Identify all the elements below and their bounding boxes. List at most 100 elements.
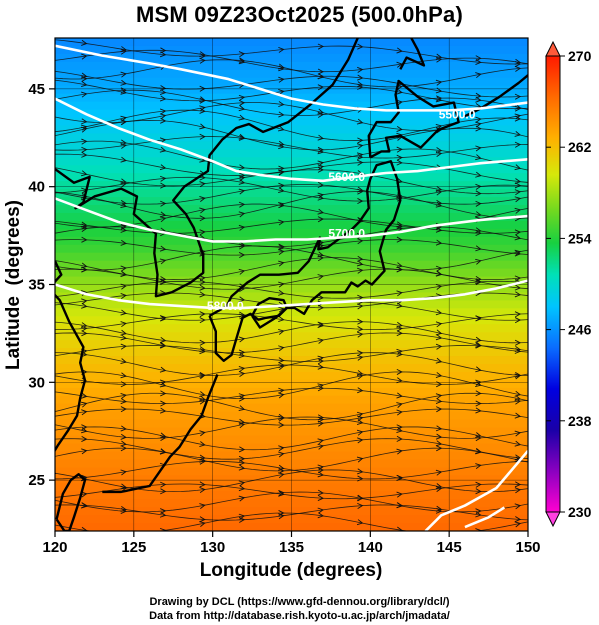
streamline-arrow: [159, 51, 167, 58]
streamline-arrow: [357, 137, 364, 144]
streamline-arrow: [160, 200, 167, 207]
streamline-arrow: [199, 215, 206, 222]
streamline-arrow: [396, 502, 403, 509]
streamline-arrow: [475, 400, 482, 407]
streamline-arrow: [317, 73, 324, 80]
streamline-arrow: [199, 441, 206, 447]
streamline-arrow: [317, 43, 325, 50]
streamline-arrow: [238, 211, 246, 218]
streamline-arrow: [238, 58, 246, 65]
streamline-arrow: [278, 260, 285, 267]
streamline-arrow: [120, 48, 127, 55]
streamline-arrow: [514, 182, 522, 189]
streamline-arrow: [317, 108, 324, 115]
streamline-arrow: [278, 46, 285, 53]
streamline-arrow: [514, 481, 522, 488]
x-tick-label: 135: [279, 539, 304, 556]
streamline-arrow: [278, 243, 285, 250]
streamline-arrow: [357, 43, 364, 50]
streamline-arrow: [514, 284, 522, 291]
credits: Drawing by DCL (https://www.gfd-dennou.o…: [0, 595, 599, 623]
streamline-arrow: [317, 68, 325, 75]
streamline-arrow: [317, 251, 324, 258]
height-contours: 5500.0 5600.0 5700.0 5800.0: [55, 44, 528, 531]
streamline-arrow: [278, 244, 285, 251]
streamline-arrow: [238, 57, 246, 64]
streamline-arrow: [278, 357, 285, 364]
streamline-arrow: [514, 275, 522, 282]
streamline-arrow: [120, 329, 127, 336]
streamline-arrow: [317, 134, 324, 141]
streamline-arrow: [396, 266, 403, 273]
streamline-arrow: [199, 85, 206, 92]
streamline-arrow: [199, 516, 206, 523]
streamline-arrow: [81, 226, 88, 232]
streamline-arrow: [435, 329, 443, 336]
streamline-arrow: [238, 172, 246, 179]
streamline-arrow: [357, 350, 364, 357]
streamline-arrow: [514, 454, 522, 461]
streamline-arrow: [317, 414, 325, 421]
streamline-arrow: [514, 339, 522, 346]
streamline-arrow: [81, 138, 88, 145]
streamline-arrow: [278, 472, 285, 479]
streamline-arrow: [120, 433, 127, 440]
streamline-arrow: [199, 107, 206, 114]
streamline-arrow: [357, 255, 364, 262]
streamline-arrow: [159, 379, 167, 386]
streamline-arrow: [81, 448, 88, 455]
streamline-arrow: [356, 429, 364, 436]
streamline-arrow: [475, 92, 482, 99]
streamline-arrow: [238, 516, 246, 523]
streamline-arrow: [278, 140, 285, 147]
streamline-arrow: [278, 101, 285, 108]
streamline-arrow: [435, 283, 443, 290]
streamline-arrow: [514, 61, 522, 68]
streamline-arrow: [435, 321, 443, 328]
contour-label: 5700.0: [328, 227, 365, 241]
streamline-arrow: [238, 133, 246, 140]
streamline-arrow: [238, 105, 246, 112]
streamline-arrow: [238, 422, 246, 429]
streamline-arrow: [278, 143, 285, 150]
streamline-arrow: [514, 229, 522, 236]
streamline-arrow: [475, 341, 482, 348]
streamline-arrow: [475, 96, 482, 103]
streamline-arrow: [435, 433, 443, 440]
streamline-arrow: [396, 491, 403, 498]
streamline-arrow: [159, 341, 167, 348]
streamline-arrow: [435, 226, 443, 233]
streamline-arrow: [238, 455, 246, 462]
streamline-arrow: [475, 463, 482, 470]
streamline-arrow: [475, 190, 482, 197]
streamline-arrow: [120, 79, 127, 86]
x-tick-label: 150: [515, 539, 540, 556]
streamline-arrow: [317, 192, 324, 199]
streamline-arrow: [199, 181, 206, 188]
streamline-arrow: [475, 488, 482, 495]
streamline-arrow: [81, 151, 88, 158]
x-tick-label: 120: [42, 539, 67, 556]
streamline-arrow: [238, 94, 246, 101]
streamline-arrow: [514, 398, 522, 405]
streamline-arrow: [317, 358, 325, 365]
streamline-arrow: [278, 65, 285, 72]
streamline-arrow: [357, 267, 364, 274]
streamline-arrow: [317, 467, 325, 474]
streamline-arrow: [160, 117, 167, 124]
streamline-arrow: [514, 105, 522, 112]
streamline-arrow: [81, 409, 88, 416]
contour-label: 5800.0: [207, 299, 244, 313]
contour-line: [55, 97, 528, 183]
streamline-arrow: [80, 170, 88, 177]
streamline-arrow: [317, 208, 324, 215]
streamline-arrow: [317, 494, 325, 501]
streamline-arrow: [160, 390, 167, 397]
x-axis-title: Longitude (degrees): [200, 560, 383, 581]
streamline-arrow: [475, 154, 482, 161]
contour-line: [55, 44, 528, 112]
streamline-arrow: [475, 171, 482, 178]
streamline-arrow: [81, 491, 88, 498]
streamline-arrow: [435, 483, 443, 490]
streamline-arrow: [160, 488, 167, 495]
